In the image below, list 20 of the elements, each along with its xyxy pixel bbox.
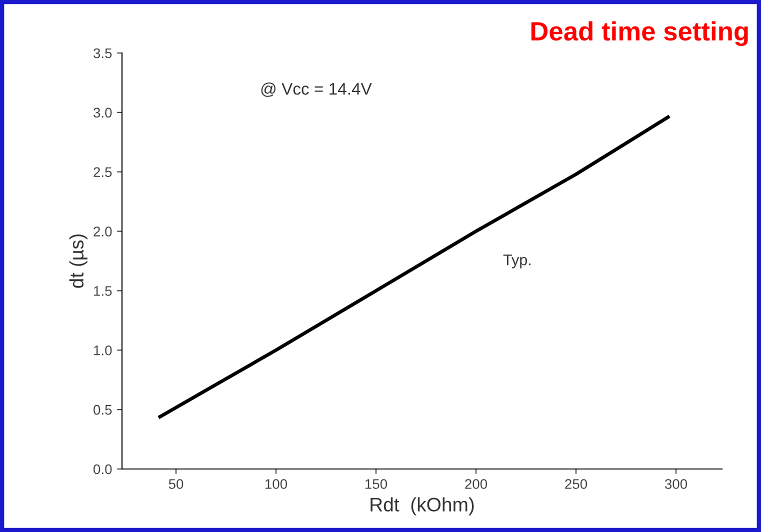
y-tick-label: 2.0	[94, 226, 112, 236]
y-tick-label: 3.0	[94, 108, 112, 118]
y-tick-label: 1.5	[94, 286, 112, 296]
x-tick-label: 250	[565, 479, 588, 489]
y-axis-title: dt (µs)	[69, 234, 88, 288]
x-axis-title: Rdt (kOhm)	[370, 497, 474, 516]
annotation: Typ.	[503, 254, 530, 268]
y-tick-label: 0.5	[94, 404, 112, 415]
y-tick-label: 1.0	[94, 345, 112, 356]
y-tick-label: 0.0	[94, 464, 112, 474]
annotation: @ Vcc = 14.4V	[261, 82, 372, 97]
x-tick-label: 200	[465, 479, 488, 489]
x-tick-label: 150	[365, 479, 388, 489]
x-tick-label: 300	[664, 479, 688, 489]
y-tick-label: 3.5	[94, 48, 112, 58]
x-tick-label: 100	[265, 479, 288, 489]
x-tick-label: 50	[168, 479, 184, 489]
chart-title: Dead time setting	[531, 21, 748, 46]
y-tick-label: 2.5	[94, 167, 112, 178]
line-series	[158, 115, 670, 418]
